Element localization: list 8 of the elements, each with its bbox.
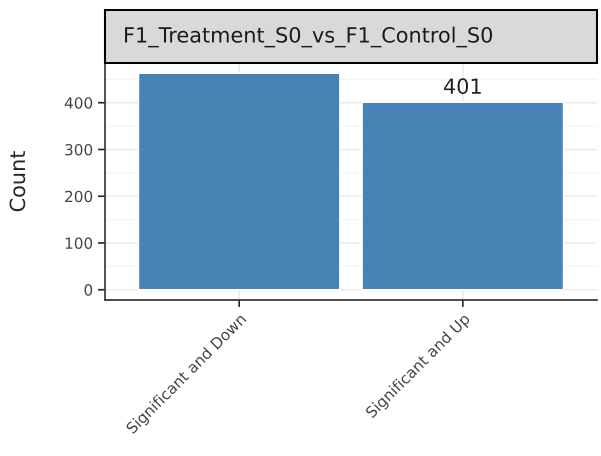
y-tick-label: 0 xyxy=(84,284,92,296)
y-tick-label: 200 xyxy=(65,190,92,202)
chart-title: F1_Treatment_S0_vs_F1_Control_S0 xyxy=(125,26,492,48)
y-axis-title: Count xyxy=(10,151,26,212)
y-tick-label: 300 xyxy=(65,144,92,156)
y-tick-label: 100 xyxy=(66,237,92,249)
y-tick-label: 400 xyxy=(64,97,92,109)
data-label: 401 xyxy=(444,78,481,94)
